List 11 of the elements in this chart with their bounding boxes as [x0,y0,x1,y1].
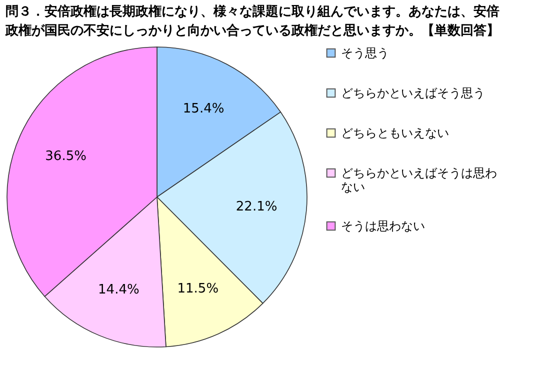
legend-label: どちらともいえない [341,126,449,140]
data-label: 15.4% [182,102,224,116]
legend-label: そうは思わない [341,219,425,233]
chart-title: 問３．安倍政権は長期政権になり、様々な課題に取り組んでいます。あなたは、安倍政権が国民の不安にしっかりと向かい合っている政権だと思いますか。【単数回答】 [4,3,500,38]
data-label: 11.5% [177,281,219,296]
data-label: 22.1% [236,199,278,214]
legend-label: どちらかといえばそうは思わない [341,166,497,194]
legend-label: そう思う [341,46,389,60]
legend-label: どちらかといえばそう思う [341,86,485,100]
data-label: 14.4% [98,282,140,298]
data-label: 36.5% [45,148,86,164]
